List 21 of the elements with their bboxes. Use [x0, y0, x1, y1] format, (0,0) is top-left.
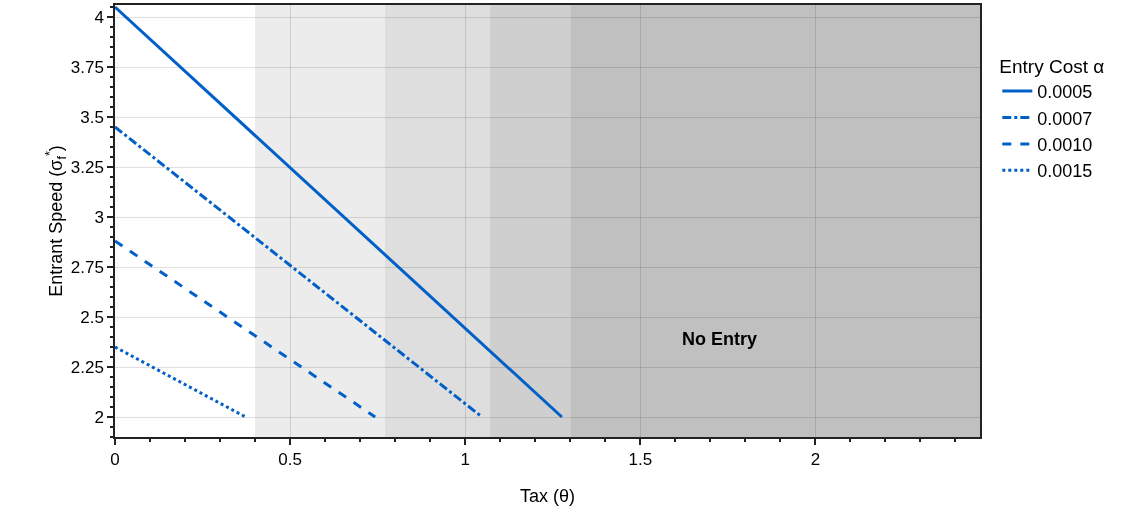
- x-tick-label: 2: [810, 450, 821, 470]
- y-tick-label: 2.25: [70, 357, 104, 377]
- y-tick-label: 2.75: [70, 257, 104, 277]
- annotation: No Entry: [682, 329, 758, 349]
- y-tick-label: 2: [94, 407, 104, 427]
- legend-label: 0.0005: [1037, 82, 1093, 103]
- x-axis-title: Tax (θ): [519, 485, 576, 506]
- legend-title: Entry Cost α: [999, 55, 1105, 77]
- y-tick-label: 3.75: [70, 57, 104, 77]
- y-tick-label: 3: [94, 207, 104, 227]
- legend-label: 0.0007: [1037, 108, 1093, 129]
- x-tick-label: 0.5: [278, 450, 302, 470]
- y-tick-label: 2.5: [80, 307, 104, 327]
- x-tick-label: 0: [110, 450, 120, 470]
- y-tick-label: 3.25: [70, 157, 104, 177]
- x-tick-label: 1.5: [628, 450, 653, 470]
- x-tick-label: 1: [460, 450, 470, 470]
- y-tick-label: 3.5: [80, 107, 104, 127]
- legend-label: 0.0010: [1037, 134, 1093, 155]
- y-tick-label: 4: [94, 7, 104, 27]
- legend-label: 0.0015: [1037, 161, 1093, 182]
